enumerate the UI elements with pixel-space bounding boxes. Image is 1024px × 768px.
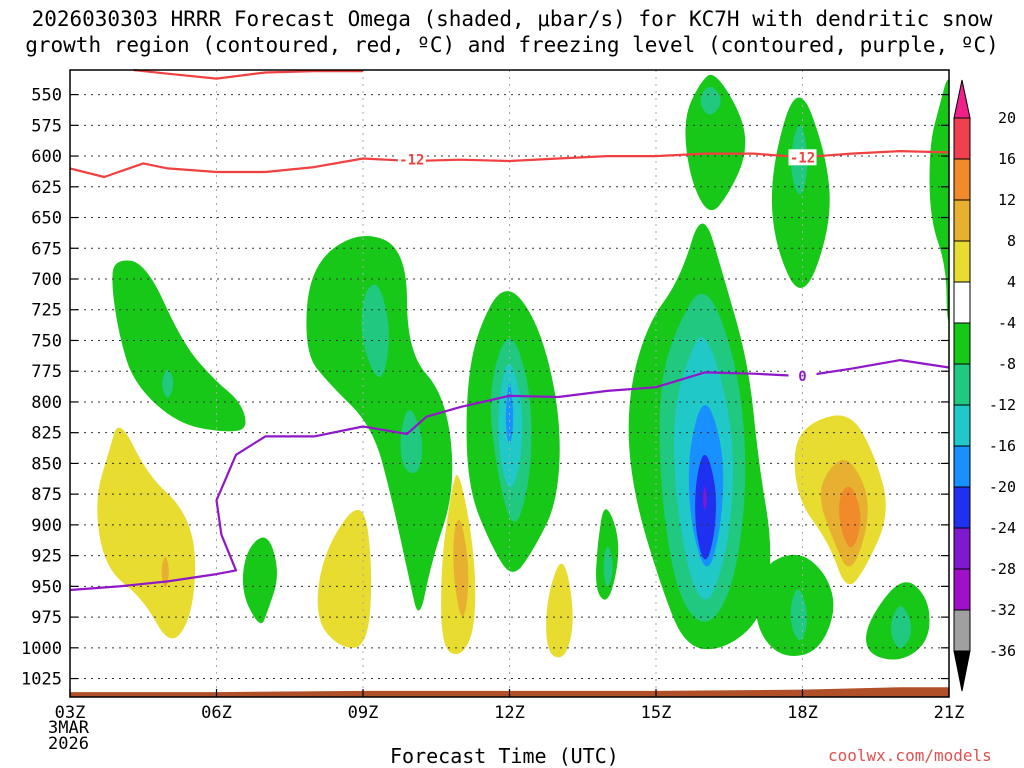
- x-tick-label: 09Z: [348, 703, 379, 723]
- omega-down-14z-mid: [603, 546, 613, 587]
- colorbar-label: -4: [998, 314, 1016, 332]
- x-date-line1: 3MAR: [48, 718, 89, 738]
- colorbar-swatch: [953, 568, 971, 611]
- colorbar-label: 4: [1007, 273, 1016, 291]
- x-tick-label: 12Z: [494, 703, 525, 723]
- y-tick-label: 800: [31, 393, 62, 413]
- colorbar-swatch: [953, 158, 971, 201]
- colorbar-label: -20: [989, 478, 1016, 496]
- y-tick-label: 875: [31, 485, 62, 505]
- y-tick-label: 675: [31, 239, 62, 259]
- omega-up-03z-core: [161, 556, 169, 588]
- colorbar-swatch: [953, 404, 971, 447]
- y-tick-label: 725: [31, 301, 62, 321]
- colorbar-swatch: [953, 486, 971, 529]
- y-tick-label: 650: [31, 209, 62, 229]
- colorbar-swatch: [953, 445, 971, 488]
- colorbar-swatch: [953, 527, 971, 570]
- omega-down-21z: [929, 79, 949, 324]
- freezing-level-label-bg: [788, 368, 817, 385]
- chart-title-line2: growth region (contoured, red, ºC) and f…: [25, 33, 999, 57]
- dgz-contour-label-10z-bg: [397, 151, 426, 168]
- dgz-contour-label-18z-bg: [788, 149, 817, 166]
- y-axis: 550 575 600 625 650 675 700 725 750 775 800 825 850 8…: [21, 86, 949, 690]
- omega-down-09z-mid: [361, 284, 389, 378]
- x-axis: 03Z 06Z 09Z 12Z 15Z 18Z 21Z: [55, 689, 965, 723]
- freezing-level-contour: [69, 359, 950, 592]
- y-tick-label: 775: [31, 362, 62, 382]
- colorbar-swatch: [953, 240, 971, 283]
- colorbar-top-arrow: [953, 79, 971, 119]
- colorbar-swatch: [953, 609, 971, 652]
- omega-down-07z: [242, 537, 277, 624]
- omega-up-03z-outer: [97, 427, 196, 639]
- colorbar-label: -8: [998, 355, 1016, 373]
- y-tick-label: 850: [31, 454, 62, 474]
- colorbar-label: -24: [989, 519, 1016, 537]
- dgz-contour-label-18z: -12: [790, 150, 815, 166]
- y-tick-label: 925: [31, 547, 62, 567]
- x-axis-title: Forecast Time (UTC): [390, 744, 619, 768]
- colorbar-bottom-arrow: [953, 650, 971, 692]
- contour-layer: -12 -12 0: [69, 68, 950, 592]
- x-tick-label: 21Z: [934, 703, 965, 723]
- omega-down-16z-upper: [685, 74, 746, 211]
- colorbar-label: 12: [998, 191, 1016, 209]
- omega-up-19z-core: [839, 486, 861, 548]
- y-tick-label: 950: [31, 577, 62, 597]
- y-tick-label: 975: [31, 608, 62, 628]
- chart-title: 2026030303 HRRR Forecast Omega (shaded, …: [0, 6, 1024, 58]
- y-tick-label: 625: [31, 178, 62, 198]
- freezing-level-label: 0: [798, 369, 806, 385]
- chart-title-line1: 2026030303 HRRR Forecast Omega (shaded, …: [31, 7, 993, 31]
- omega-down-04z-outer: [112, 260, 246, 432]
- colorbar-label: 20: [998, 109, 1016, 127]
- x-date-label: 3MAR 2026: [48, 718, 89, 754]
- colorbar-label: -36: [989, 642, 1016, 660]
- omega-down-16z-core: [703, 486, 707, 510]
- colorbar-swatch: [953, 322, 971, 365]
- colorbar-label: 8: [1007, 232, 1016, 250]
- colorbar-label: -12: [989, 396, 1016, 414]
- omega-down-09z-outer: [306, 235, 453, 611]
- y-tick-label: 700: [31, 270, 62, 290]
- dgz-contour-label-10z: -12: [399, 153, 424, 169]
- omega-up-13z: [546, 563, 573, 658]
- y-tick-label: 575: [31, 116, 62, 136]
- colorbar-swatch: [953, 281, 971, 324]
- y-tick-label: 825: [31, 424, 62, 444]
- x-tick-label: 15Z: [641, 703, 672, 723]
- dgz-contour-minus12-top: [133, 68, 363, 80]
- omega-down-04z-core: [162, 369, 174, 398]
- omega-down-16z-upper-core: [700, 86, 721, 115]
- credit-link[interactable]: coolwx.com/models: [828, 746, 992, 765]
- x-tick-label: 06Z: [201, 703, 232, 723]
- y-tick-label: 1025: [21, 670, 62, 690]
- x-tick-label: 03Z: [55, 703, 86, 723]
- x-tick-label: 18Z: [787, 703, 818, 723]
- omega-up-11z-core: [453, 519, 469, 617]
- omega-shading-layer: [97, 74, 949, 660]
- colorbar-swatch: [953, 363, 971, 406]
- y-tick-label: 1000: [21, 639, 62, 659]
- colorbar-label: 16: [998, 150, 1016, 168]
- y-tick-label: 750: [31, 331, 62, 351]
- y-tick-label: 600: [31, 147, 62, 167]
- colorbar-label: -16: [989, 437, 1016, 455]
- y-tick-label: 900: [31, 516, 62, 536]
- colorbar-label: -32: [989, 601, 1016, 619]
- omega-up-09z: [317, 509, 372, 648]
- y-tick-label: 550: [31, 86, 62, 106]
- x-date-line2: 2026: [48, 734, 89, 754]
- colorbar: 20 16 12 8 4 -4 -8 -12 -16 -20 -24 -28 -32 -36: [953, 79, 1016, 692]
- colorbar-swatch: [953, 117, 971, 160]
- colorbar-swatch: [953, 199, 971, 242]
- colorbar-label: -28: [989, 560, 1016, 578]
